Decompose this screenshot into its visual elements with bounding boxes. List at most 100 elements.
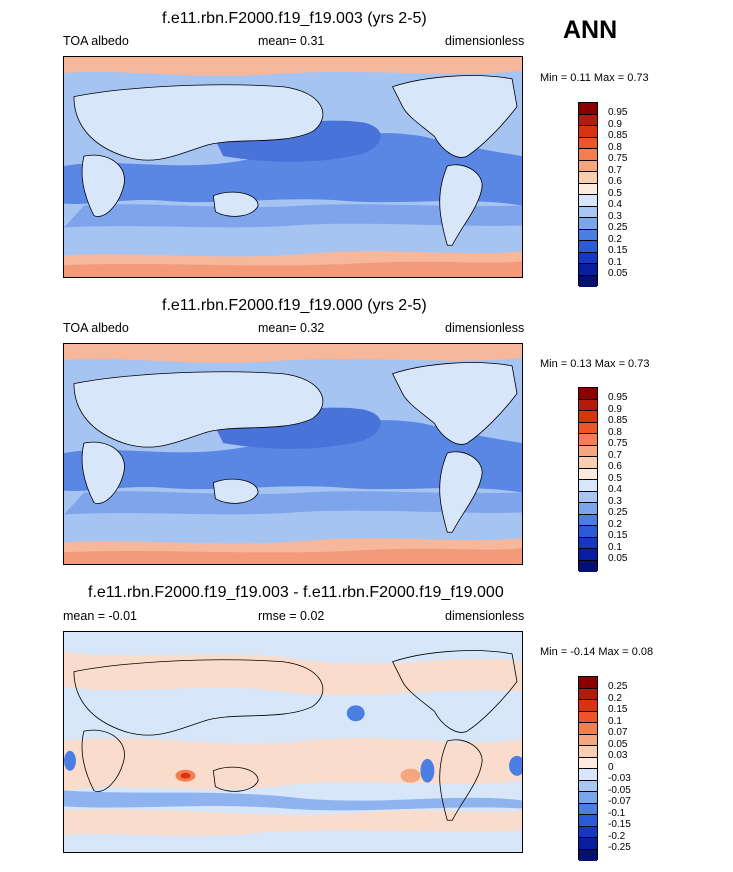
panel1-title: f.e11.rbn.F2000.f19_f19.003 (yrs 2-5) [162, 10, 427, 27]
colorbar-swatch [579, 526, 597, 538]
colorbar-label: 0.8 [608, 141, 622, 153]
colorbar-label: 0.8 [608, 426, 622, 438]
colorbar-swatch [579, 114, 597, 126]
season-label: ANN [563, 16, 618, 44]
colorbar-label: 0.3 [608, 210, 622, 222]
colorbar-swatch [579, 688, 597, 700]
colorbar-label: 0.95 [608, 107, 628, 118]
colorbar-swatch [579, 195, 597, 207]
colorbar-label: 0.1 [608, 541, 622, 553]
colorbar-swatch [579, 411, 597, 423]
panel1-colorbar [578, 102, 598, 287]
panel1-units: dimensionless [445, 34, 525, 48]
colorbar-label: 0.3 [608, 495, 622, 507]
colorbar-label: 0.9 [608, 403, 622, 415]
colorbar-label: 0.15 [608, 530, 628, 541]
colorbar-label: 0.05 [608, 553, 628, 564]
colorbar-swatch [579, 792, 597, 804]
colorbar-label: 0.75 [608, 153, 628, 164]
panel2-minmax: Min = 0.13 Max = 0.73 [540, 358, 650, 370]
colorbar-label: -0.1 [608, 807, 626, 819]
colorbar-swatch [579, 503, 597, 515]
colorbar-swatch [579, 160, 597, 172]
colorbar-swatch [579, 711, 597, 723]
panel2-mean: mean= 0.32 [258, 321, 325, 335]
colorbar-label: -0.25 [608, 842, 631, 853]
colorbar-swatch [579, 399, 597, 411]
colorbar-swatch [579, 514, 597, 526]
panel3-map [63, 631, 523, 853]
colorbar-swatch [579, 275, 597, 287]
colorbar-swatch [579, 434, 597, 446]
colorbar-swatch [579, 126, 597, 138]
colorbar-swatch [579, 183, 597, 195]
panel2-map [63, 343, 523, 565]
colorbar-swatch [579, 172, 597, 184]
colorbar-label: 0.15 [608, 245, 628, 256]
colorbar-swatch [579, 480, 597, 492]
colorbar-label: 0.6 [608, 461, 622, 472]
colorbar-label: 0.85 [608, 415, 628, 426]
colorbar-label: -0.03 [608, 773, 631, 784]
colorbar-label: 0.25 [608, 507, 628, 518]
colorbar-label: 0.7 [608, 449, 622, 461]
panel3-units: dimensionless [445, 609, 525, 623]
colorbar-swatch [579, 734, 597, 746]
colorbar-swatch [579, 537, 597, 549]
panel3-mean: mean = -0.01 [63, 609, 138, 623]
panel1-mean: mean= 0.31 [258, 34, 325, 48]
colorbar-swatch [579, 264, 597, 276]
colorbar-swatch [579, 103, 597, 115]
colorbar-swatch [579, 838, 597, 850]
colorbar-label: 0.25 [608, 681, 628, 692]
colorbar-label: 0.5 [608, 472, 622, 484]
panel2-variable: TOA albedo [63, 321, 129, 335]
colorbar-swatch [579, 849, 597, 861]
colorbar-swatch [579, 723, 597, 735]
panel2-colorbar [578, 387, 598, 572]
panel2-colorbar-labels: 0.95 0.9 0.85 0.8 0.75 0.7 0.6 0.5 0.4 0.3 0.25 0.2… [608, 392, 627, 565]
colorbar-label: 0.07 [608, 727, 628, 738]
panel2-title: f.e11.rbn.F2000.f19_f19.000 (yrs 2-5) [162, 297, 427, 314]
colorbar-label: -0.2 [608, 830, 626, 842]
colorbar-swatch [579, 422, 597, 434]
colorbar-swatch [579, 206, 597, 218]
colorbar-label: 0.2 [608, 233, 622, 245]
colorbar-label: 0.15 [608, 704, 628, 715]
colorbar-label: 0.05 [608, 268, 628, 279]
colorbar-label: 0.05 [608, 738, 628, 750]
colorbar-label: 0.5 [608, 187, 622, 199]
colorbar-label: 0 [608, 761, 614, 773]
colorbar-label: 0.75 [608, 438, 628, 449]
colorbar-label: 0.03 [608, 750, 628, 761]
colorbar-swatch [579, 560, 597, 572]
panel1-minmax: Min = 0.11 Max = 0.73 [540, 72, 649, 84]
colorbar-label: -0.07 [608, 796, 631, 807]
colorbar-label: 0.1 [608, 256, 622, 268]
colorbar-swatch [579, 229, 597, 241]
colorbar-swatch [579, 252, 597, 264]
panel1-colorbar-labels: 0.95 0.9 0.85 0.8 0.75 0.7 0.6 0.5 0.4 0.3 0.25 0.2… [608, 107, 627, 280]
colorbar-swatch [579, 746, 597, 758]
colorbar-swatch [579, 780, 597, 792]
colorbar-label: 0.95 [608, 392, 628, 403]
panel3-title: f.e11.rbn.F2000.f19_f19.003 - f.e11.rbn.… [88, 584, 504, 601]
panel1-variable: TOA albedo [63, 34, 129, 48]
panel1-map [63, 56, 523, 278]
colorbar-label: -0.05 [608, 784, 631, 796]
panel3-colorbar [578, 676, 598, 861]
colorbar-label: 0.4 [608, 484, 622, 495]
panel3-colorbar-labels: 0.25 0.2 0.15 0.1 0.07 0.05 0.03 0 -0.03 -0.05 -0.… [608, 681, 631, 854]
colorbar-swatch [579, 677, 597, 689]
colorbar-swatch [579, 388, 597, 400]
panel3-rmse: rmse = 0.02 [258, 609, 325, 623]
colorbar-label: 0.25 [608, 222, 628, 233]
colorbar-label: 0.85 [608, 130, 628, 141]
colorbar-label: 0.4 [608, 199, 622, 210]
colorbar-label: 0.7 [608, 164, 622, 176]
colorbar-swatch [579, 137, 597, 149]
colorbar-swatch [579, 491, 597, 503]
colorbar-swatch [579, 549, 597, 561]
colorbar-swatch [579, 769, 597, 781]
colorbar-swatch [579, 218, 597, 230]
